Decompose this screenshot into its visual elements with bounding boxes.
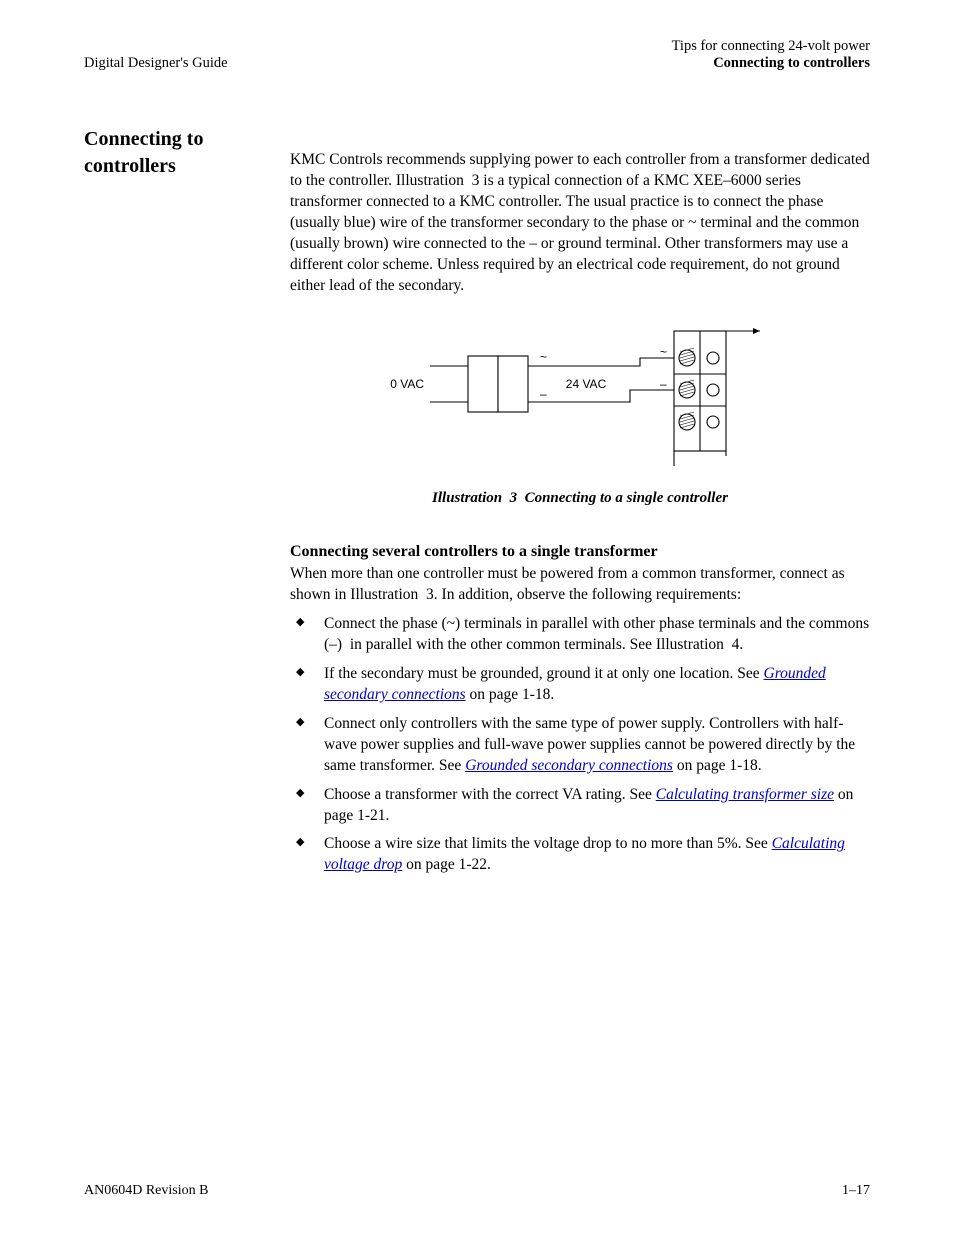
svg-text:–: – <box>660 377 667 391</box>
page-header: Digital Designer's Guide Tips for connec… <box>84 38 870 72</box>
section-side-title: Connecting to controllers <box>84 126 274 884</box>
sub-paragraph: When more than one controller must be po… <box>290 564 870 606</box>
list-item: Connect the phase (~) terminals in paral… <box>318 614 870 656</box>
header-right-line2: Connecting to controllers <box>672 55 870 72</box>
bullet-text: Connect the phase (~) terminals in paral… <box>324 615 869 653</box>
bullet-text-after: on page 1-18. <box>673 757 762 774</box>
cross-reference-link[interactable]: Calculating transformer size <box>656 786 834 803</box>
bullet-text-after: on page 1-22. <box>402 856 491 873</box>
figure-caption: Illustration 3 Connecting to a single co… <box>290 488 870 508</box>
header-right: Tips for connecting 24-volt power Connec… <box>672 38 870 72</box>
svg-text:~: ~ <box>660 345 667 359</box>
list-item: Choose a wire size that limits the volta… <box>318 834 870 876</box>
list-item: Connect only controllers with the same t… <box>318 714 870 777</box>
page-footer: AN0604D Revision B 1–17 <box>84 1183 870 1199</box>
requirements-list: Connect the phase (~) terminals in paral… <box>290 614 870 876</box>
footer-right: 1–17 <box>842 1183 870 1199</box>
section-body: KMC Controls recommends supplying power … <box>290 126 870 884</box>
list-item: If the secondary must be grounded, groun… <box>318 664 870 706</box>
svg-text:–: – <box>540 387 547 401</box>
illustration-3: 120 VAC ~ – 24 VAC ~ – Illustration 3 Connect… <box>290 326 870 508</box>
svg-text:~: ~ <box>540 350 547 364</box>
header-left: Digital Designer's Guide <box>84 55 228 72</box>
cross-reference-link[interactable]: Grounded secondary connections <box>465 757 673 774</box>
svg-text:24 VAC: 24 VAC <box>566 377 607 391</box>
intro-paragraph: KMC Controls recommends supplying power … <box>290 126 870 296</box>
main-content: Connecting to controllers KMC Controls r… <box>84 126 870 884</box>
bullet-text-after: on page 1-18. <box>466 686 555 703</box>
bullet-text: Choose a wire size that limits the volta… <box>324 835 772 852</box>
bullet-text: Choose a transformer with the correct VA… <box>324 786 656 803</box>
sub-heading: Connecting several controllers to a sing… <box>290 541 870 563</box>
svg-text:120 VAC: 120 VAC <box>390 377 424 391</box>
header-right-line1: Tips for connecting 24-volt power <box>672 38 870 55</box>
list-item: Choose a transformer with the correct VA… <box>318 785 870 827</box>
bullet-text: If the secondary must be grounded, groun… <box>324 665 764 682</box>
footer-left: AN0604D Revision B <box>84 1183 208 1199</box>
diagram-svg: 120 VAC ~ – 24 VAC ~ – <box>390 326 770 476</box>
